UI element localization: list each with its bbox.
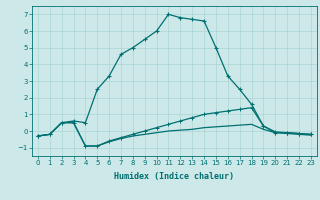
X-axis label: Humidex (Indice chaleur): Humidex (Indice chaleur) <box>115 172 234 181</box>
